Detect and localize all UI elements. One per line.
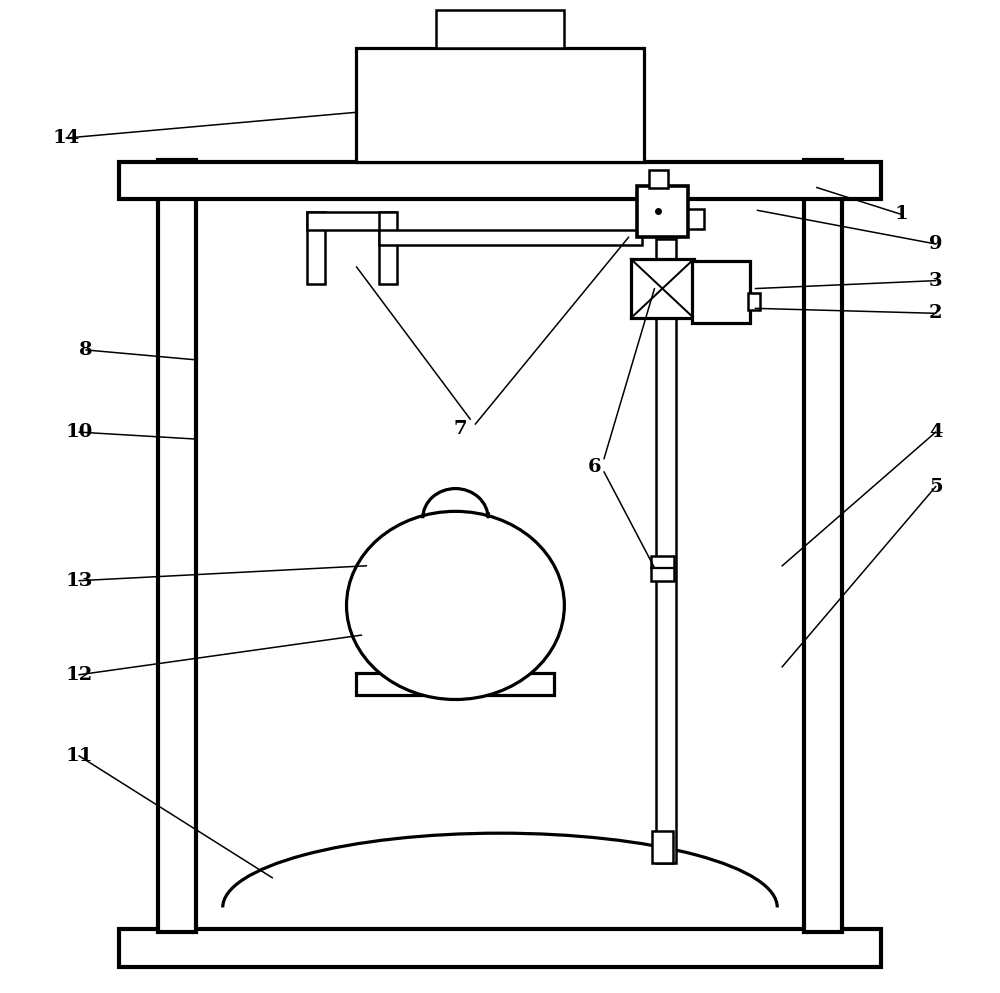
Bar (307, 213, 325, 284)
Bar (748, 293, 760, 311)
Text: 13: 13 (65, 572, 93, 590)
Bar (379, 213, 397, 284)
Text: 11: 11 (65, 747, 93, 765)
Text: 7: 7 (454, 420, 467, 438)
Bar (307, 213, 396, 230)
Bar (637, 186, 688, 237)
Bar (649, 170, 668, 188)
Text: 6: 6 (587, 458, 601, 476)
Bar (804, 160, 842, 932)
Text: 3: 3 (929, 272, 943, 290)
Text: 9: 9 (929, 235, 942, 253)
Text: 2: 2 (929, 304, 942, 323)
Bar (379, 230, 642, 245)
Ellipse shape (347, 511, 564, 699)
Text: 4: 4 (929, 423, 942, 441)
Bar (652, 831, 673, 863)
Text: 8: 8 (79, 341, 93, 358)
Bar (656, 239, 676, 863)
Bar (158, 160, 196, 932)
Text: 12: 12 (66, 665, 93, 684)
Bar (356, 673, 554, 694)
Text: 14: 14 (53, 129, 80, 147)
Bar (651, 556, 674, 581)
Text: 10: 10 (66, 423, 93, 441)
Bar (436, 10, 564, 48)
Bar (631, 259, 694, 319)
Bar (119, 162, 881, 200)
Bar (692, 261, 750, 323)
Bar (119, 929, 881, 967)
Bar (688, 210, 704, 229)
Text: 1: 1 (894, 206, 908, 223)
Bar (356, 48, 644, 162)
Text: 5: 5 (929, 478, 943, 496)
